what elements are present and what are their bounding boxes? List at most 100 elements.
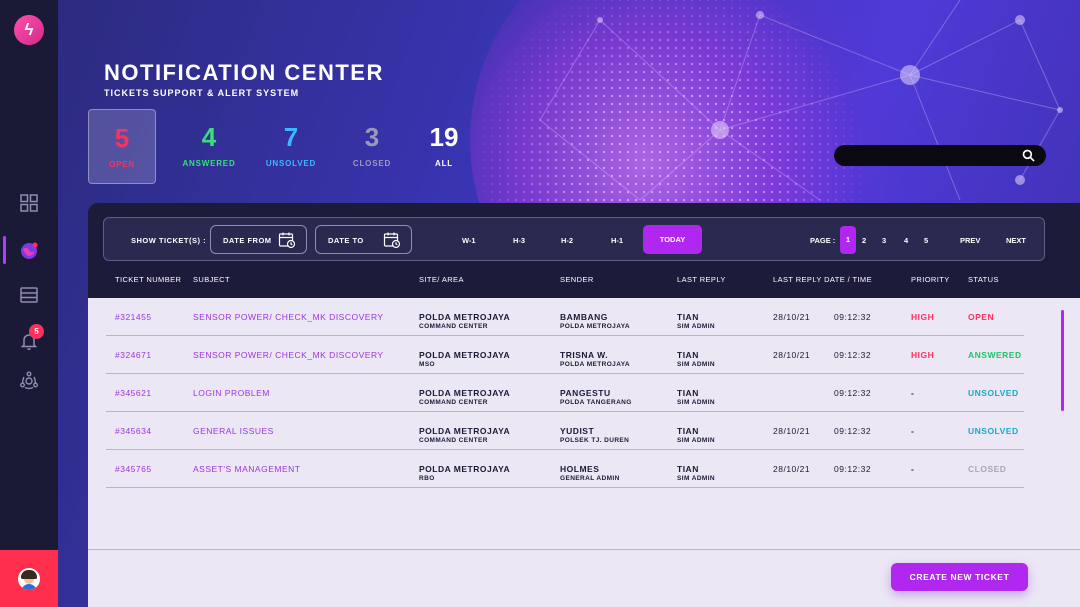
user-profile-button[interactable] bbox=[0, 550, 58, 607]
tickets-panel: SHOW TICKET(S) : DATE FROM DATE TO W-1 H bbox=[88, 203, 1080, 607]
last-reply-date: 28/10/21 bbox=[773, 312, 811, 322]
date-from-label: DATE FROM bbox=[223, 236, 272, 245]
avatar bbox=[18, 567, 40, 590]
stat-unsolved[interactable]: 7 UNSOLVED bbox=[257, 109, 325, 184]
search-input[interactable] bbox=[834, 145, 1046, 166]
range-w-1[interactable]: W-1 bbox=[462, 236, 476, 245]
sidebar-item-dashboard[interactable] bbox=[0, 188, 58, 218]
sidebar-item-globe[interactable] bbox=[0, 236, 58, 266]
app-logo[interactable]: ϟ bbox=[14, 15, 44, 45]
table-scrollbar[interactable] bbox=[1061, 310, 1064, 411]
table-footer-divider bbox=[88, 549, 1080, 550]
column-last-reply-datetime[interactable]: LAST REPLY DATE / TIME bbox=[773, 275, 872, 284]
row-divider bbox=[106, 373, 1024, 374]
sidebar-item-servers[interactable] bbox=[0, 280, 58, 310]
last-reply-name: TIAN bbox=[677, 350, 699, 360]
ticket-subject[interactable]: GENERAL ISSUES bbox=[193, 426, 274, 436]
page-title: NOTIFICATION CENTER bbox=[104, 60, 384, 85]
column-sender[interactable]: SENDER bbox=[560, 275, 594, 284]
network-icon bbox=[20, 371, 38, 390]
row-divider bbox=[106, 449, 1024, 450]
status-badge: UNSOLVED bbox=[968, 388, 1019, 398]
site-area-sub: COMMAND CENTER bbox=[419, 399, 488, 406]
sidebar-item-network[interactable] bbox=[0, 366, 58, 396]
column-ticket-number[interactable]: TICKET NUMBER bbox=[115, 275, 182, 284]
last-reply-date: 28/10/21 bbox=[773, 464, 811, 474]
table-row[interactable]: #324671 SENSOR POWER/ CHECK_MK DISCOVERY P… bbox=[88, 336, 1080, 374]
stat-closed[interactable]: 3 CLOSED bbox=[338, 109, 406, 184]
table-row[interactable]: #345621 LOGIN PROBLEM POLDA METROJAYA COMMA… bbox=[88, 374, 1080, 412]
last-reply-name: TIAN bbox=[677, 464, 699, 474]
ticket-subject[interactable]: LOGIN PROBLEM bbox=[193, 388, 270, 398]
row-divider bbox=[106, 487, 1024, 488]
stat-unsolved-value: 7 bbox=[283, 122, 299, 152]
range-today[interactable]: TODAY bbox=[643, 225, 702, 254]
ticket-subject[interactable]: SENSOR POWER/ CHECK_MK DISCOVERY bbox=[193, 350, 384, 360]
stat-answered[interactable]: 4 ANSWERED bbox=[175, 109, 243, 184]
sender-name: HOLMES bbox=[560, 464, 600, 474]
last-reply-time: 09:12:32 bbox=[834, 464, 872, 474]
column-priority[interactable]: PRIORITY bbox=[911, 275, 950, 284]
column-last-reply[interactable]: LAST REPLY bbox=[677, 275, 726, 284]
stat-closed-label: CLOSED bbox=[352, 159, 392, 168]
sender-name: TRISNA W. bbox=[560, 350, 609, 360]
last-reply-role: SIM ADMIN bbox=[677, 361, 716, 368]
date-from-picker[interactable]: DATE FROM bbox=[210, 225, 307, 254]
site-area-sub: MSO bbox=[419, 361, 436, 368]
last-reply-time: 09:12:32 bbox=[834, 426, 872, 436]
page-3-button[interactable]: 3 bbox=[882, 236, 887, 245]
priority-value: - bbox=[911, 388, 915, 398]
last-reply-role: SIM ADMIN bbox=[677, 323, 716, 330]
page-2-button[interactable]: 2 bbox=[862, 236, 867, 245]
prev-page-button[interactable]: PREV bbox=[960, 236, 981, 245]
table-row[interactable]: #321455 SENSOR POWER/ CHECK_MK DISCOVERY P… bbox=[88, 298, 1080, 336]
ticket-filter-toolbar: SHOW TICKET(S) : DATE FROM DATE TO W-1 H bbox=[103, 217, 1045, 261]
column-subject[interactable]: SUBJECT bbox=[193, 275, 230, 284]
ticket-number[interactable]: #345765 bbox=[115, 464, 152, 474]
site-area: POLDA METROJAYA bbox=[419, 388, 511, 398]
ticket-number[interactable]: #345621 bbox=[115, 388, 152, 398]
stat-all[interactable]: 19 ALL bbox=[410, 109, 478, 184]
status-badge: UNSOLVED bbox=[968, 426, 1019, 436]
table-row[interactable]: #345634 GENERAL ISSUES POLDA METROJAYA COMM… bbox=[88, 412, 1080, 450]
column-site-area[interactable]: SITE/ AREA bbox=[419, 275, 464, 284]
site-area-sub: COMMAND CENTER bbox=[419, 323, 488, 330]
priority-value: HIGH bbox=[911, 350, 935, 360]
stat-open[interactable]: 5 OPEN bbox=[88, 109, 156, 184]
ticket-subject[interactable]: ASSET'S MANAGEMENT bbox=[193, 464, 301, 474]
ticket-number[interactable]: #321455 bbox=[115, 312, 152, 322]
table-row[interactable]: #345765 ASSET'S MANAGEMENT POLDA METROJAYA… bbox=[88, 450, 1080, 488]
create-new-ticket-button[interactable]: CREATE NEW TICKET bbox=[891, 563, 1028, 591]
page-label: PAGE : bbox=[810, 236, 836, 245]
ticket-number[interactable]: #324671 bbox=[115, 350, 152, 360]
tickets-table-body: #321455 SENSOR POWER/ CHECK_MK DISCOVERY P… bbox=[88, 298, 1080, 607]
page-5-button[interactable]: 5 bbox=[924, 236, 929, 245]
stat-closed-value: 3 bbox=[364, 122, 380, 152]
range-h-3[interactable]: H-3 bbox=[513, 236, 526, 245]
ticket-subject[interactable]: SENSOR POWER/ CHECK_MK DISCOVERY bbox=[193, 312, 384, 322]
range-h-1[interactable]: H-1 bbox=[611, 236, 624, 245]
table-header: TICKET NUMBER SUBJECT SITE/ AREA SENDER … bbox=[88, 275, 1080, 295]
last-reply-time: 09:12:32 bbox=[834, 350, 872, 360]
search-icon[interactable] bbox=[1022, 149, 1035, 162]
site-area: POLDA METROJAYA bbox=[419, 350, 511, 360]
sender-name: PANGESTU bbox=[560, 388, 611, 398]
last-reply-role: SIM ADMIN bbox=[677, 437, 716, 444]
column-status[interactable]: STATUS bbox=[968, 275, 999, 284]
sender-name: BAMBANG bbox=[560, 312, 608, 322]
status-badge: ANSWERED bbox=[968, 350, 1022, 360]
date-to-label: DATE TO bbox=[328, 236, 364, 245]
date-to-picker[interactable]: DATE TO bbox=[315, 225, 412, 254]
priority-value: - bbox=[911, 464, 915, 474]
next-page-button[interactable]: NEXT bbox=[1006, 236, 1027, 245]
last-reply-date: 28/10/21 bbox=[773, 426, 811, 436]
range-h-2[interactable]: H-2 bbox=[561, 236, 574, 245]
sender-unit: POLSEK TJ. DUREN bbox=[560, 437, 630, 444]
row-divider bbox=[106, 411, 1024, 412]
sender-name: YUDIST bbox=[560, 426, 595, 436]
sender-unit: POLDA METROJAYA bbox=[560, 361, 630, 368]
page-1-button[interactable]: 1 bbox=[840, 226, 856, 254]
page-4-button[interactable]: 4 bbox=[904, 236, 909, 245]
ticket-number[interactable]: #345634 bbox=[115, 426, 152, 436]
